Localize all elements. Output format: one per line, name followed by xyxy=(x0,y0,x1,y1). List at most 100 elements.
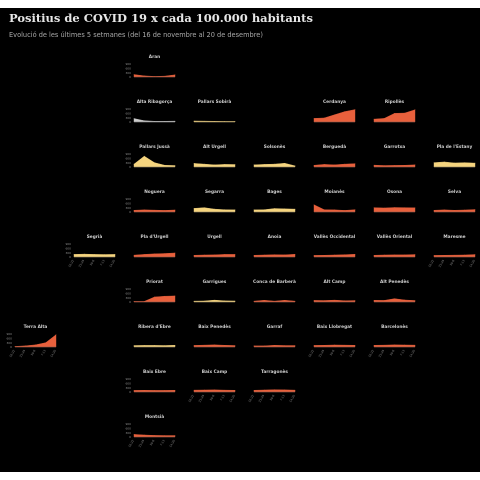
data-point xyxy=(143,155,145,157)
data-point xyxy=(414,254,416,255)
data-point xyxy=(203,344,205,346)
panel: Tarragonès 16-22 23-29 30-6 7-13 14-20 xyxy=(247,368,296,403)
data-point xyxy=(174,389,176,391)
data-point xyxy=(214,120,215,122)
data-point xyxy=(143,254,145,255)
panel: Ripollès xyxy=(373,98,416,123)
data-point xyxy=(73,254,75,255)
data-point xyxy=(313,164,315,166)
series-area xyxy=(373,298,416,303)
panel-title: Vallès Occidental xyxy=(314,233,356,240)
panel: Bages xyxy=(253,189,296,213)
y-tick-label: 600 xyxy=(125,381,131,385)
data-point xyxy=(354,344,356,346)
data-point xyxy=(334,254,335,256)
data-point xyxy=(394,344,395,346)
data-point xyxy=(344,111,346,112)
x-tick-label: 7-13 xyxy=(219,394,226,402)
x-tick-label: 23-29 xyxy=(19,349,27,358)
data-point xyxy=(234,121,236,122)
data-point xyxy=(433,162,435,163)
panel-title: Garrotxa xyxy=(384,144,405,150)
data-point xyxy=(373,344,375,346)
panel-title: Alt Camp xyxy=(324,279,346,285)
data-point xyxy=(474,209,476,210)
panel-title: Montsià xyxy=(145,413,164,420)
y-tick-label: 900 xyxy=(125,197,131,201)
series-area xyxy=(313,163,356,168)
data-point xyxy=(253,345,255,347)
series-area xyxy=(14,334,57,348)
panel-title: Pla d'Urgell xyxy=(141,234,169,240)
series-area xyxy=(433,161,476,168)
data-point xyxy=(464,209,466,211)
series-area xyxy=(373,207,416,213)
panel-title: Maresme xyxy=(443,234,465,240)
data-point xyxy=(104,254,106,255)
y-tick-label: 600 xyxy=(6,336,12,340)
data-point xyxy=(334,164,335,166)
panel: Baix Llobregat 16-22 23-29 30-6 7-13 14-20 xyxy=(307,324,356,358)
data-point xyxy=(193,345,195,346)
data-point xyxy=(474,254,476,255)
panel: Alt Camp xyxy=(313,279,356,303)
x-tick-label: 23-29 xyxy=(138,439,146,448)
x-tick-label: 14-20 xyxy=(228,394,236,403)
data-point xyxy=(323,300,325,301)
data-point xyxy=(354,163,356,164)
data-point xyxy=(164,164,166,166)
data-point xyxy=(404,299,406,301)
data-point xyxy=(133,209,135,211)
data-point xyxy=(154,345,155,346)
panel: Baix Penedès xyxy=(193,323,236,348)
y-tick-label: 900 xyxy=(125,107,131,111)
data-point xyxy=(234,300,236,302)
panel: Osona xyxy=(373,189,416,213)
y-tick-label: 600 xyxy=(125,66,131,70)
data-point xyxy=(154,209,155,211)
x-tick-label: 7-13 xyxy=(40,349,47,357)
data-point xyxy=(224,254,226,255)
data-point xyxy=(193,300,195,302)
data-point xyxy=(133,345,135,346)
y-tick-label: 900 xyxy=(125,377,131,381)
data-point xyxy=(354,253,356,255)
data-point xyxy=(234,209,236,211)
data-point xyxy=(164,435,166,436)
x-tick-label: 30-6 xyxy=(329,349,336,357)
data-point xyxy=(193,120,195,122)
panel: Maresme 16-22 23-29 30-6 7-13 14-20 xyxy=(427,234,476,268)
data-point xyxy=(414,300,416,301)
x-tick-label: 30-6 xyxy=(89,259,96,267)
data-point xyxy=(154,162,155,163)
data-point xyxy=(464,254,466,256)
panel-title: Urgell xyxy=(207,234,222,240)
panel-title: Alt Penedès xyxy=(380,278,409,285)
y-tick-label: 300 xyxy=(125,71,131,75)
data-point xyxy=(294,389,296,391)
data-point xyxy=(454,209,455,211)
series-area xyxy=(193,344,236,348)
series-area xyxy=(253,163,296,168)
data-point xyxy=(373,299,375,301)
data-point xyxy=(313,300,315,301)
series-area xyxy=(133,295,176,303)
panel-title: Barcelonès xyxy=(381,323,408,330)
data-point xyxy=(274,389,275,390)
data-point xyxy=(383,344,385,346)
data-point xyxy=(224,389,226,391)
data-point xyxy=(394,254,395,256)
data-point xyxy=(454,254,455,256)
data-point xyxy=(344,300,346,302)
panel-title: Noguera xyxy=(144,189,165,195)
x-tick-label: 14-20 xyxy=(168,439,176,448)
data-point xyxy=(143,389,145,391)
panel-title: Bages xyxy=(267,189,282,195)
data-point xyxy=(143,120,145,121)
data-point xyxy=(193,254,195,256)
data-point xyxy=(404,344,406,346)
data-point xyxy=(45,342,47,343)
data-point xyxy=(174,120,176,122)
